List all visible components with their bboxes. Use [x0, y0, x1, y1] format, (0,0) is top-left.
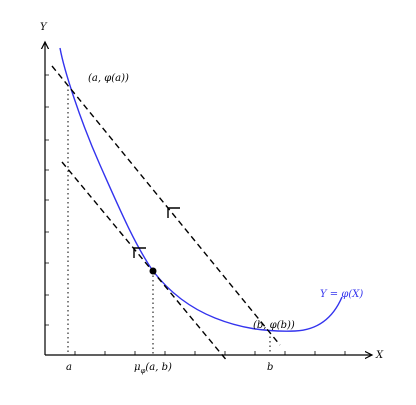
mu-base: μ [134, 362, 141, 373]
a-point-label: (a, φ(a)) [88, 73, 129, 84]
a-label: a [66, 362, 72, 373]
mean-point [149, 267, 157, 275]
function-curve [59, 47, 343, 332]
y-axis-label: Y [40, 22, 48, 33]
direction-marker [133, 247, 146, 258]
mu-args: (a, b) [145, 362, 172, 373]
b-point-label: (b, φ(b)) [253, 320, 295, 331]
dotted-guides [67, 85, 271, 355]
secant-line [51, 65, 281, 346]
tangent-line [61, 161, 229, 363]
curve-label: Y = φ(X) [320, 289, 363, 300]
direction-marker [167, 207, 180, 218]
mu-label: μφ(a, b) [134, 362, 172, 375]
b-label: b [267, 362, 273, 373]
axis-ticks [45, 74, 346, 355]
x-axis-label: X [375, 350, 384, 361]
mu-sub: φ [141, 367, 146, 375]
